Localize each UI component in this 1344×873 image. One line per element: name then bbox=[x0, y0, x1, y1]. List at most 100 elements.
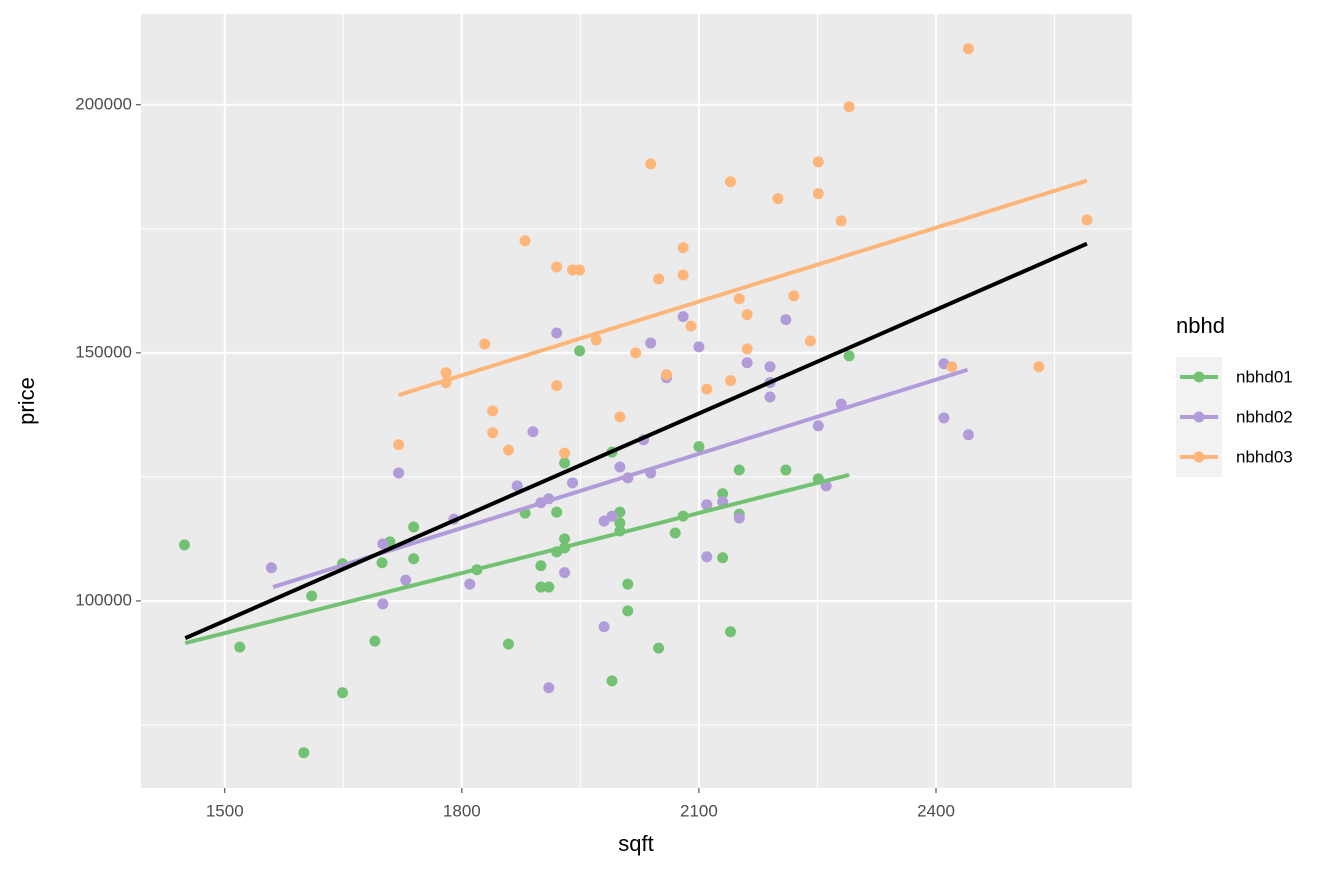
point bbox=[574, 345, 586, 357]
point bbox=[725, 626, 737, 638]
point bbox=[559, 447, 571, 459]
point bbox=[622, 578, 634, 590]
point bbox=[559, 457, 571, 469]
point bbox=[400, 574, 412, 586]
point bbox=[741, 343, 753, 355]
point bbox=[393, 439, 405, 451]
point bbox=[946, 361, 958, 373]
point bbox=[772, 193, 784, 205]
point bbox=[661, 369, 673, 381]
point bbox=[598, 621, 610, 633]
point bbox=[502, 444, 514, 456]
point bbox=[527, 426, 539, 438]
point bbox=[725, 176, 737, 188]
x-tick-label: 1800 bbox=[443, 801, 481, 820]
legend-point bbox=[1193, 411, 1205, 423]
point bbox=[306, 590, 318, 602]
point bbox=[780, 314, 792, 326]
point bbox=[630, 347, 642, 359]
point bbox=[812, 420, 824, 432]
point bbox=[511, 480, 523, 492]
point bbox=[835, 215, 847, 227]
point bbox=[543, 682, 555, 694]
point bbox=[590, 334, 602, 346]
point bbox=[574, 264, 586, 276]
point bbox=[1033, 361, 1045, 373]
point bbox=[1081, 214, 1093, 226]
point bbox=[551, 261, 563, 273]
point bbox=[764, 391, 776, 403]
point bbox=[614, 517, 626, 529]
point bbox=[693, 341, 705, 353]
point bbox=[614, 411, 626, 423]
point bbox=[693, 441, 705, 453]
point bbox=[234, 641, 246, 653]
point bbox=[645, 337, 657, 349]
point bbox=[559, 533, 571, 545]
point bbox=[551, 380, 563, 392]
point bbox=[812, 188, 824, 200]
point bbox=[685, 320, 697, 332]
x-tick-label: 2100 bbox=[680, 801, 718, 820]
y-tick-label: 150000 bbox=[75, 342, 132, 361]
point bbox=[653, 273, 665, 285]
point bbox=[487, 405, 499, 417]
point bbox=[408, 521, 420, 533]
point bbox=[178, 539, 190, 551]
legend-point bbox=[1193, 451, 1205, 463]
point bbox=[788, 290, 800, 302]
point bbox=[701, 383, 713, 395]
point bbox=[764, 361, 776, 373]
point bbox=[377, 538, 389, 550]
y-axis-title: price bbox=[14, 377, 39, 425]
point bbox=[519, 235, 531, 247]
point bbox=[677, 269, 689, 281]
point bbox=[717, 552, 729, 564]
fit-line bbox=[398, 178, 1088, 397]
legend-label: nbhd03 bbox=[1236, 447, 1293, 466]
point bbox=[369, 635, 381, 647]
point bbox=[843, 101, 855, 113]
point bbox=[701, 551, 713, 563]
point bbox=[677, 242, 689, 254]
point bbox=[265, 562, 277, 574]
point bbox=[479, 338, 491, 350]
point bbox=[677, 311, 689, 323]
point bbox=[733, 512, 745, 524]
point bbox=[551, 506, 563, 518]
point bbox=[408, 553, 420, 565]
point bbox=[566, 477, 578, 489]
fit-line bbox=[184, 472, 850, 646]
point bbox=[843, 350, 855, 362]
point bbox=[377, 598, 389, 610]
point bbox=[614, 461, 626, 473]
y-tick-label: 200000 bbox=[75, 94, 132, 113]
point bbox=[535, 581, 547, 593]
point bbox=[393, 467, 405, 479]
point bbox=[440, 367, 452, 379]
point bbox=[717, 488, 729, 500]
point bbox=[559, 567, 571, 579]
point bbox=[502, 638, 514, 650]
point bbox=[780, 464, 792, 476]
point bbox=[606, 675, 618, 687]
point bbox=[598, 515, 610, 527]
point bbox=[606, 510, 618, 522]
panel-background bbox=[141, 14, 1132, 788]
point bbox=[298, 747, 310, 759]
point bbox=[535, 560, 547, 572]
point bbox=[741, 309, 753, 321]
point bbox=[376, 557, 388, 569]
point bbox=[669, 527, 681, 539]
point bbox=[938, 412, 950, 424]
point bbox=[741, 357, 753, 369]
point bbox=[487, 427, 499, 439]
point bbox=[725, 375, 737, 387]
point bbox=[464, 578, 476, 590]
point bbox=[645, 158, 657, 170]
legend-label: nbhd01 bbox=[1236, 367, 1293, 386]
x-tick-label: 1500 bbox=[206, 801, 244, 820]
point bbox=[962, 429, 974, 441]
point bbox=[804, 335, 816, 347]
